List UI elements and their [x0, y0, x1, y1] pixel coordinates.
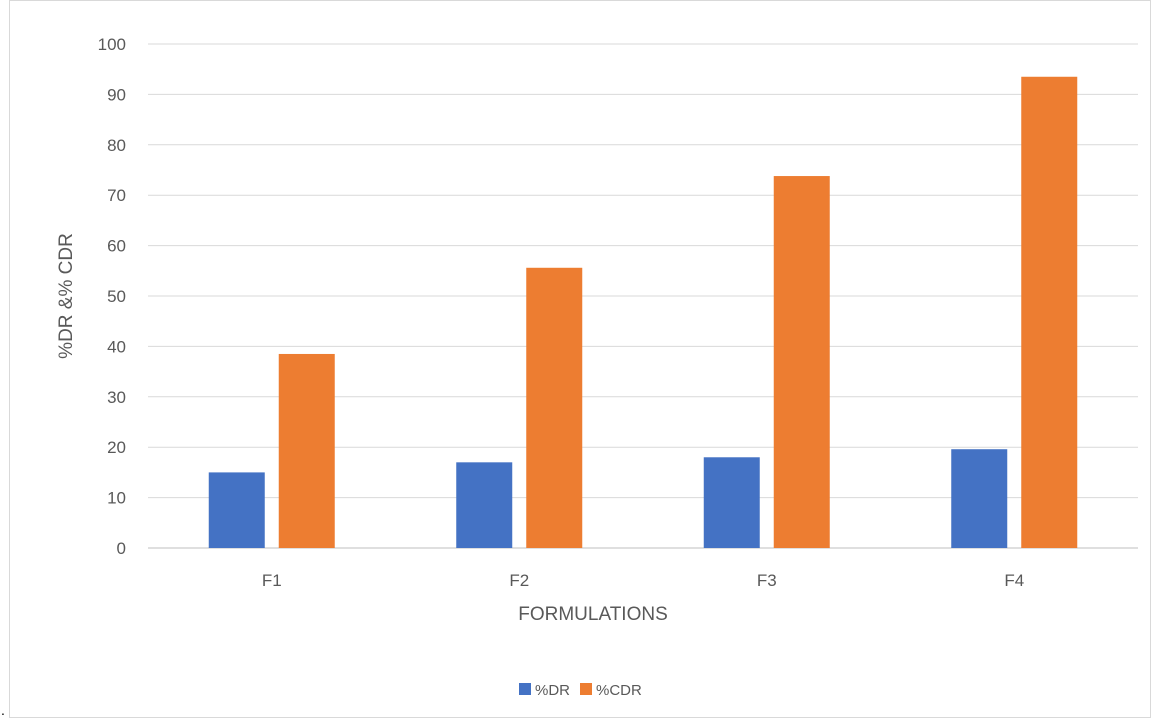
x-tick-label: F4: [1004, 571, 1024, 590]
y-tick-label: 100: [98, 35, 126, 54]
bars: [208, 76, 1078, 548]
x-tick-label: F3: [757, 571, 777, 590]
y-tick-label: 40: [107, 337, 126, 356]
y-tick-label: 90: [107, 85, 126, 104]
legend-swatch: [519, 683, 531, 695]
x-axis-label: FORMULATIONS: [518, 604, 668, 625]
bar-f2-cdr: [526, 267, 583, 548]
bar-f1-cdr: [278, 353, 335, 548]
y-tick-label: 50: [107, 287, 126, 306]
bar-f4-dr: [951, 449, 1008, 548]
y-tick-label: 80: [107, 136, 126, 155]
y-tick-label: 0: [117, 539, 126, 558]
bar-f3-cdr: [773, 176, 830, 548]
y-tick-label: 60: [107, 237, 126, 256]
y-tick-label: 20: [107, 438, 126, 457]
legend-label: %DR: [535, 682, 570, 699]
legend-label: %CDR: [596, 682, 642, 699]
bar-f1-dr: [208, 472, 265, 548]
y-axis-label: %DR &% CDR: [56, 233, 77, 359]
x-tick-label: F1: [262, 571, 282, 590]
bar-f4-cdr: [1021, 76, 1078, 548]
bar-f2-dr: [456, 462, 513, 548]
legend: %DR %CDR: [519, 682, 642, 699]
legend-swatch: [580, 683, 592, 695]
x-tick-labels: F1 F2 F3 F4: [262, 571, 1024, 590]
stray-mark: .: [1, 702, 5, 718]
y-tick-label: 30: [107, 388, 126, 407]
y-tick-label: 10: [107, 489, 126, 508]
x-tick-label: F2: [509, 571, 529, 590]
y-tick-label: 70: [107, 186, 126, 205]
y-tick-labels: 0 10 20 30 40 50 60 70 80 90 100: [98, 35, 126, 558]
bar-f3-dr: [703, 457, 760, 548]
